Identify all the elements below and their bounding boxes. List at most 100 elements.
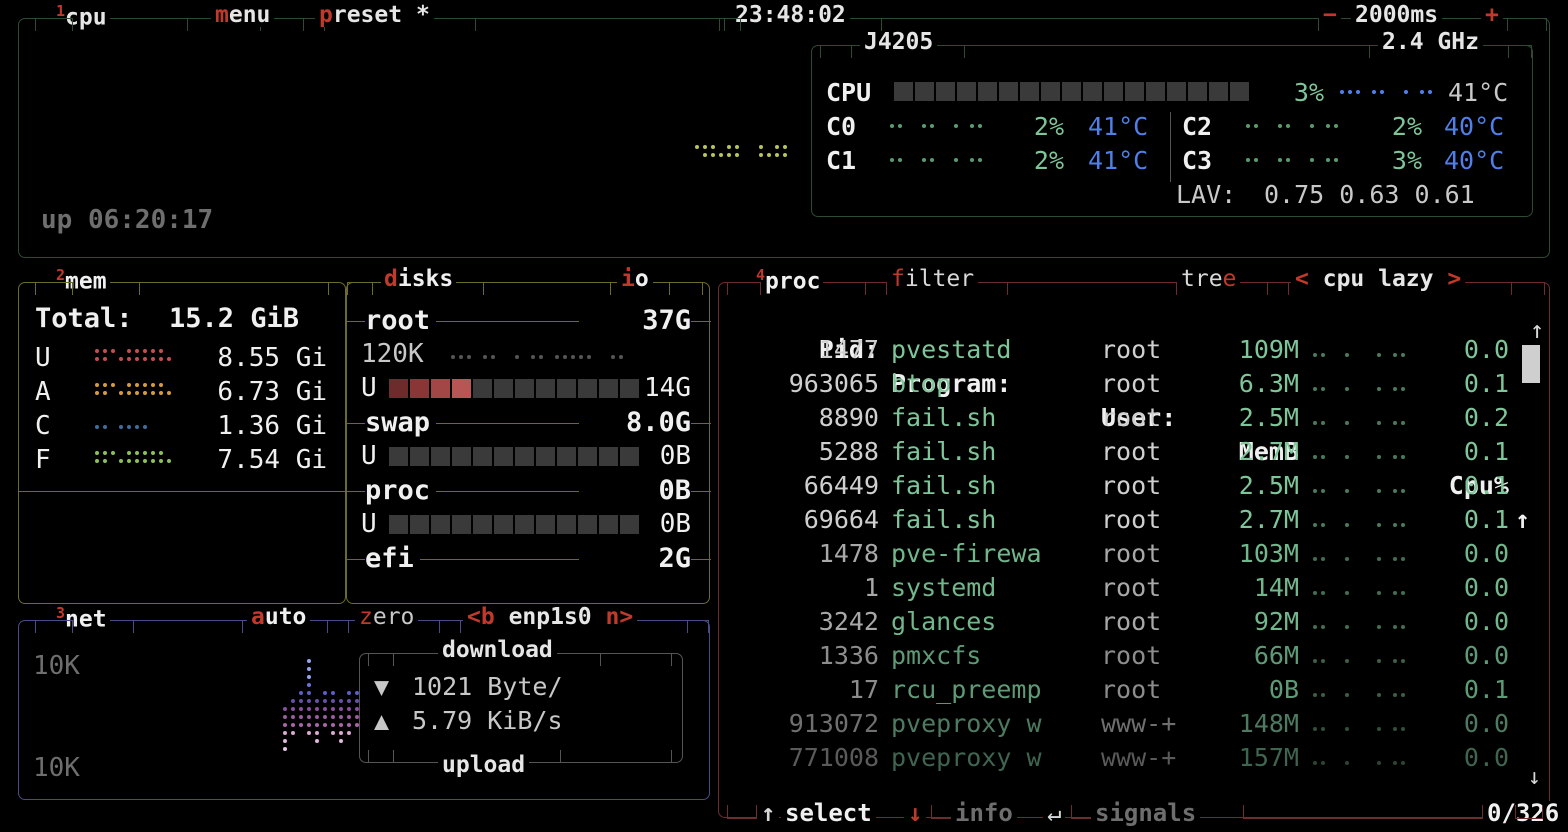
row-pid: 913072 <box>788 709 879 738</box>
graph-dot <box>299 667 303 671</box>
graph-dot <box>143 459 147 463</box>
table-row[interactable]: 5288 fail.sh root 2.7M 0.1 <box>719 435 1549 469</box>
graph-dot <box>135 451 139 455</box>
proc-scrollbar-thumb[interactable] <box>1522 345 1540 383</box>
graph-dot <box>315 723 319 727</box>
io-label-rest: o <box>634 266 649 292</box>
graph-dot <box>1278 158 1282 162</box>
graph-dot <box>111 383 115 387</box>
table-row[interactable]: 8890 fail.sh root 2.5M 0.2 <box>719 401 1549 435</box>
net-auto-button[interactable]: auto <box>247 606 311 629</box>
graph-dot <box>135 391 139 395</box>
graph-dot <box>1329 353 1333 357</box>
graph-dot <box>307 747 311 751</box>
menu-button[interactable]: menu <box>211 4 275 27</box>
graph-dot <box>1321 761 1325 765</box>
graph-dot <box>307 739 311 743</box>
col-header-user[interactable]: User: <box>1101 403 1177 432</box>
sort-next-button[interactable]: > <box>1447 266 1462 292</box>
graph-dot <box>1401 455 1405 459</box>
graph-dot <box>571 355 575 359</box>
graph-dot <box>291 659 295 663</box>
row-cpu: 0.2 <box>1463 403 1509 432</box>
table-row[interactable]: 913072 pveproxy w www-+ 148M 0.0 <box>719 707 1549 741</box>
select-down-arrow-icon[interactable]: ↓ <box>904 801 927 825</box>
graph-dot <box>1340 90 1344 94</box>
io-toggle[interactable]: io <box>617 268 653 291</box>
table-row[interactable]: 3242 glances root 92M 0.0 <box>719 605 1549 639</box>
proc-box-title[interactable]: 4proc <box>753 268 824 294</box>
sort-selector[interactable]: < cpu lazy > <box>1291 266 1466 292</box>
cpu-box-title[interactable]: 1cpu <box>53 4 110 30</box>
info-label[interactable]: info <box>951 801 1017 825</box>
disk-io-root: 120K <box>361 339 424 369</box>
graph-dot <box>355 715 359 719</box>
graph-dot <box>930 124 934 128</box>
table-row[interactable]: 1 systemd root 14M 0.0 <box>719 571 1549 605</box>
graph-dot <box>1361 489 1365 493</box>
interval-decrease-button[interactable]: − <box>1319 4 1341 27</box>
graph-dot <box>331 747 335 751</box>
graph-dot <box>1345 489 1349 493</box>
graph-dot <box>323 715 327 719</box>
preset-button[interactable]: preset * <box>315 4 434 27</box>
table-row[interactable]: 1478 pve-firewa root 103M 0.0 <box>719 537 1549 571</box>
select-up-arrow-icon[interactable]: ↑ <box>757 801 780 825</box>
net-iface-selector[interactable]: <b enp1s0 n> <box>463 604 638 630</box>
iface-next-button[interactable]: n> <box>605 604 634 630</box>
col-header-program[interactable]: Program: <box>891 369 1012 398</box>
graph-dot <box>103 451 107 455</box>
disks-box-title[interactable]: disks <box>381 268 457 291</box>
col-header-cpu[interactable]: Cpu% <box>1448 471 1509 500</box>
bar-block <box>473 515 492 534</box>
graph-dot <box>127 451 131 455</box>
graph-dot <box>1361 557 1365 561</box>
row-mem: 92M <box>1253 607 1299 636</box>
scroll-down-arrow-icon[interactable]: ↓ <box>1527 765 1541 790</box>
row-cpu: 0.0 <box>1463 743 1509 772</box>
signals-label[interactable]: signals <box>1091 801 1201 825</box>
graph-dot <box>1353 353 1357 357</box>
net-zero-button[interactable]: zero <box>355 606 419 629</box>
tree-button[interactable]: tree <box>1177 268 1241 291</box>
mem-box-title[interactable]: 2mem <box>53 268 110 294</box>
cpu-box-label: cpu <box>65 4 107 31</box>
sort-prev-button[interactable]: < <box>1295 266 1309 292</box>
disk-usage-bar-proc <box>389 515 639 534</box>
iface-prev-button[interactable]: <b <box>467 604 495 630</box>
net-box-title[interactable]: 3net <box>53 606 110 632</box>
graph-dot <box>95 425 99 429</box>
update-interval-value[interactable]: 2000ms <box>1351 4 1443 27</box>
table-row[interactable]: 771008 pveproxy w www-+ 157M 0.0 <box>719 741 1549 775</box>
graph-dot <box>719 153 723 157</box>
graph-dot <box>1369 557 1373 561</box>
table-row[interactable]: 69664 fail.sh root 2.7M 0.1 <box>719 503 1549 537</box>
table-row[interactable]: 1477 pvestatd root 109M 0.0 <box>719 333 1549 367</box>
filter-button[interactable]: filter <box>887 268 979 291</box>
row-cpu: 0.0 <box>1463 539 1509 568</box>
interval-increase-button[interactable]: + <box>1481 4 1503 27</box>
col-header-mem[interactable]: MemB <box>1238 437 1299 466</box>
bar-block <box>515 515 534 534</box>
graph-dot <box>1337 523 1341 527</box>
bar-block <box>431 379 450 398</box>
proc-column-headers[interactable]: Pid: Program: User: MemB Cpu% ↑ <box>719 299 1549 534</box>
cpu-box-key: 1 <box>56 2 66 20</box>
graph-dot <box>1385 625 1389 629</box>
graph-dot <box>275 659 279 663</box>
mem-row-key-C: C <box>35 411 51 441</box>
net-box-key: 3 <box>56 604 66 622</box>
scroll-up-arrow-icon[interactable]: ↑ <box>1530 316 1545 344</box>
graph-dot <box>1321 625 1325 629</box>
graph-dot <box>938 158 942 162</box>
bar-block <box>494 515 513 534</box>
table-row[interactable]: 1336 pmxcfs root 66M 0.0 <box>719 639 1549 673</box>
net-auto-tick <box>327 620 349 633</box>
sort-direction-arrow-icon[interactable]: ↑ <box>1515 505 1531 534</box>
col-header-pid[interactable]: Pid: <box>818 335 879 364</box>
table-row[interactable]: 66449 fail.sh root 2.5M 0.1 <box>719 469 1549 503</box>
graph-dot <box>275 715 279 719</box>
table-row[interactable]: 17 rcu_preemp root 0B 0.1 <box>719 673 1549 707</box>
graph-dot <box>898 124 902 128</box>
table-row[interactable]: 963065 btop root 6.3M 0.1 <box>719 367 1549 401</box>
